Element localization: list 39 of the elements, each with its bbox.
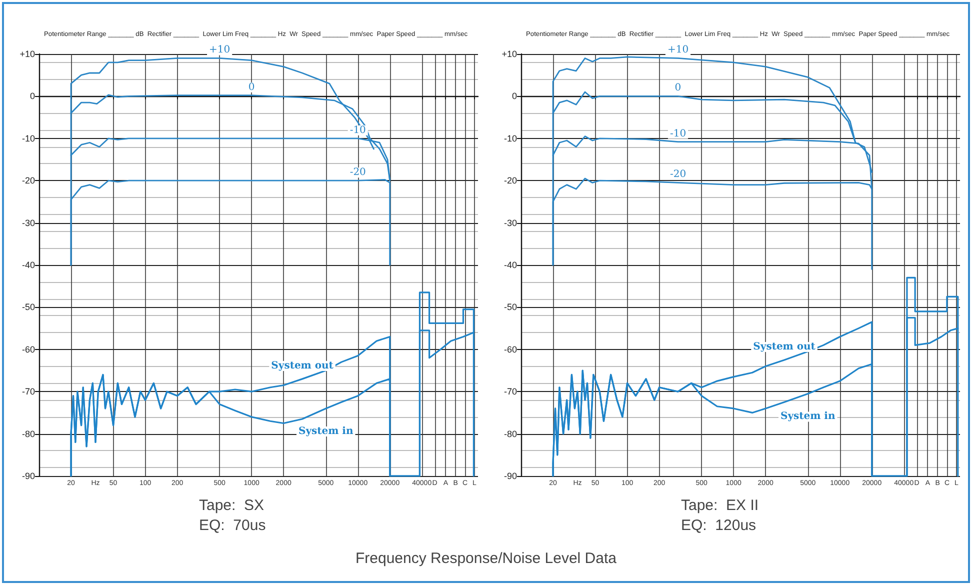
y-tick-label: -10 [504, 133, 517, 144]
series-label: -20 [350, 167, 366, 178]
series-label: -20 [670, 169, 686, 180]
series-label: System in [298, 426, 354, 437]
y-tick-label: -20 [504, 176, 517, 186]
y-tick-label: -50 [504, 302, 517, 312]
y-tick-label: +10 [502, 49, 517, 59]
y-tick-label: -10 [22, 133, 35, 144]
text: Tape: EX II [681, 497, 759, 514]
series-label: 0 [674, 82, 682, 94]
y-tick-label: -90 [504, 471, 517, 481]
series-label: +10 [209, 44, 230, 56]
text: Tape: SX [199, 497, 264, 514]
y-tick-label: -50 [22, 302, 35, 312]
y-tick-label: -70 [504, 386, 517, 397]
y-tick-label: 0 [512, 91, 517, 102]
series-label: -10 [670, 128, 686, 140]
y-tick-label: -30 [22, 218, 35, 228]
series-label: System in [780, 411, 836, 422]
y-tick-label: 0 [30, 91, 35, 102]
y-tick-label: -40 [504, 260, 517, 270]
series-label: 0 [248, 82, 255, 93]
series-label: System out [271, 360, 334, 372]
y-tick-label: -90 [22, 471, 35, 481]
y-tick-label: -60 [504, 344, 517, 354]
y-tick-label: -60 [22, 344, 35, 354]
y-tick-label: -80 [22, 428, 35, 439]
y-tick-label: -70 [22, 386, 35, 397]
series-label: System out [753, 341, 816, 352]
y-tick-label: -40 [22, 260, 35, 270]
y-tick-label: -80 [504, 428, 517, 439]
y-tick-label: +10 [20, 49, 35, 59]
text: EQ: 120us [681, 517, 756, 534]
text: Frequency Response/Noise Level Data [354, 549, 618, 569]
series-label: -10 [350, 124, 366, 136]
y-tick-label: -20 [22, 176, 35, 186]
series-label: +10 [667, 44, 689, 56]
text: EQ: 70us [199, 517, 266, 534]
y-tick-label: -30 [504, 218, 517, 228]
